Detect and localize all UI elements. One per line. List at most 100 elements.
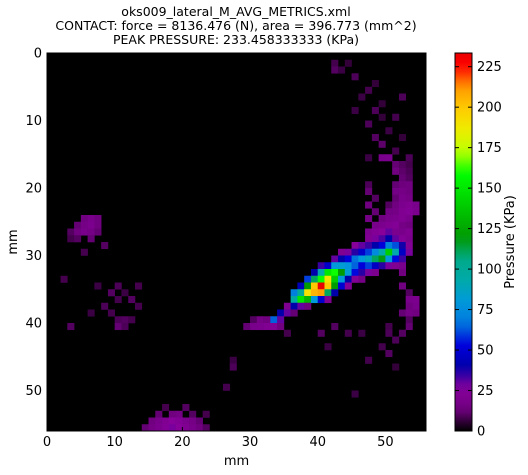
heatmap-cell <box>358 93 366 101</box>
heatmap-cell <box>405 228 413 236</box>
heatmap-cell <box>385 201 393 209</box>
heatmap-cell <box>229 363 237 371</box>
heatmap-cell <box>189 424 197 432</box>
heatmap-cell <box>405 215 413 223</box>
heatmap-cell <box>134 282 143 290</box>
heatmap-cell <box>398 329 406 337</box>
heatmap-cell <box>365 262 373 270</box>
heatmap-cell <box>101 242 109 250</box>
heatmap-cell <box>392 221 400 229</box>
heatmap-cell <box>304 289 312 297</box>
heatmap-cell <box>378 140 386 148</box>
heatmap-cell <box>405 242 413 250</box>
heatmap-cell <box>80 228 88 236</box>
heatmap-cell <box>324 282 332 290</box>
heatmap-cell <box>385 127 393 135</box>
heatmap-cell <box>344 282 352 290</box>
heatmap-cell <box>297 296 305 304</box>
colorbar-tick-label: 75 <box>477 303 494 318</box>
heatmap-cell <box>405 323 413 331</box>
heatmap-cell <box>398 161 406 169</box>
heatmap-cell <box>392 228 400 236</box>
heatmap-cell <box>398 181 406 189</box>
heatmap-cell <box>344 329 352 337</box>
heatmap-cell <box>331 289 339 297</box>
heatmap-cell <box>304 296 312 304</box>
heatmap-cell <box>358 329 366 337</box>
heatmap-cell <box>175 417 183 425</box>
plot-frame <box>46 52 427 432</box>
colorbar <box>454 52 473 432</box>
heatmap-cell <box>114 316 122 324</box>
heatmap-cell <box>392 147 400 155</box>
heatmap-cell <box>378 242 386 250</box>
heatmap-cell <box>317 289 325 297</box>
heatmap-cell <box>392 363 400 371</box>
heatmap-cell <box>297 282 305 290</box>
heatmap-cell <box>412 302 420 310</box>
x-tick-label: 30 <box>242 435 259 450</box>
heatmap-cell <box>168 417 176 425</box>
heatmap-cell <box>338 269 346 277</box>
heatmap-cell <box>114 296 122 304</box>
heatmap-cell <box>162 417 170 425</box>
heatmap-cell <box>121 289 129 297</box>
heatmap-cell <box>385 323 393 331</box>
heatmap-cell <box>107 289 115 297</box>
heatmap-cell <box>277 309 285 317</box>
heatmap-cell <box>371 134 379 142</box>
heatmap-cell <box>358 275 366 283</box>
heatmap-cell <box>398 235 406 243</box>
heatmap-cell <box>317 296 325 304</box>
colorbar-label: Pressure (KPa) <box>503 195 518 289</box>
y-axis: 0 10 20 30 40 50 <box>25 47 426 399</box>
heatmap-cell <box>405 194 413 202</box>
heatmap-cell <box>297 302 305 310</box>
heatmap-cell <box>155 417 163 425</box>
heatmap-cell <box>351 390 359 398</box>
y-tick-label: 0 <box>34 47 42 62</box>
heatmap-cell <box>385 215 393 223</box>
heatmap-cell <box>338 255 346 263</box>
heatmap-cell <box>398 174 406 182</box>
heatmap-cell <box>351 255 359 263</box>
heatmap-cell <box>398 194 406 202</box>
heatmap-cell <box>148 417 156 425</box>
heatmap-cell <box>365 255 373 263</box>
heatmap-cell <box>270 316 278 324</box>
heatmap-cell <box>398 201 406 209</box>
heatmap-cell <box>398 282 406 290</box>
heatmap-cell <box>385 154 393 162</box>
heatmap-cell <box>121 316 129 324</box>
heatmap-cell <box>317 282 325 290</box>
heatmap-cell <box>317 269 325 277</box>
heatmap-cell <box>392 255 400 263</box>
heatmap-cell <box>87 221 95 229</box>
heatmap-cell <box>385 242 393 250</box>
heatmap-cell <box>365 248 373 256</box>
heatmap-cell <box>344 275 352 283</box>
heatmap-cell <box>304 282 312 290</box>
heatmap-cell <box>358 248 366 256</box>
heatmap-cell <box>80 215 88 223</box>
heatmap-cell <box>365 188 373 196</box>
chart-title: oks009_lateral_M_AVG_METRICS.xmlCONTACT:… <box>55 4 416 47</box>
colorbar-tick-label: 150 <box>477 182 502 197</box>
heatmap-cell <box>371 269 379 277</box>
heatmap-cell <box>378 100 386 108</box>
heatmap-cell <box>398 208 406 216</box>
heatmap-cell <box>331 262 339 270</box>
colorbar-tick-label: 175 <box>477 141 502 156</box>
heatmap-cell <box>290 289 298 297</box>
heatmap-cell <box>128 316 136 324</box>
heatmap-cell <box>256 323 264 331</box>
heatmap-cell <box>310 269 319 277</box>
heatmap-cell <box>365 269 373 277</box>
heatmap-cell <box>263 316 271 324</box>
heatmap-cell <box>405 316 413 324</box>
heatmap-cell <box>392 201 400 209</box>
y-tick-label: 50 <box>25 384 42 399</box>
heatmap-cell <box>378 113 386 121</box>
heatmap-cell <box>310 296 319 304</box>
heatmap-cell <box>385 350 393 358</box>
